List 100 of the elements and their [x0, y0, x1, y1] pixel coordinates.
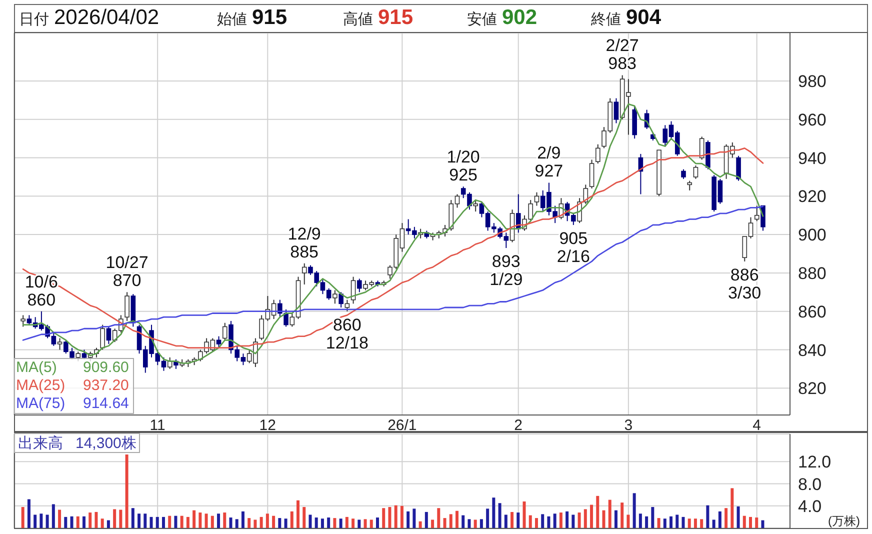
- bar: [663, 518, 666, 528]
- bar: [192, 510, 196, 528]
- bar: [352, 518, 355, 528]
- bar: [578, 512, 581, 528]
- bar: [339, 518, 342, 528]
- bar: [718, 511, 722, 528]
- bar: [376, 517, 379, 528]
- annotation: 893 1/29: [490, 252, 523, 289]
- bar: [94, 512, 98, 528]
- candlestick: [100, 324, 105, 350]
- bar: [278, 518, 282, 528]
- bar: [443, 518, 446, 528]
- bar: [572, 514, 575, 528]
- bar: [462, 515, 465, 528]
- bar: [553, 514, 556, 528]
- text: 日付 2026/04/02: [19, 6, 160, 29]
- bar: [400, 506, 404, 528]
- bar: [27, 499, 30, 528]
- bar: [431, 520, 434, 528]
- bar: [333, 518, 336, 528]
- bar: [186, 516, 190, 528]
- bar: [223, 512, 226, 528]
- annotation: 909.60: [83, 359, 129, 376]
- bar: [596, 496, 600, 528]
- bar: [480, 519, 483, 528]
- bar: [749, 516, 752, 528]
- y-tick-label: 12.0: [798, 452, 832, 472]
- bar: [584, 509, 587, 528]
- bar: [125, 454, 128, 528]
- bar: [388, 506, 392, 528]
- y-tick-label: 4.0: [798, 496, 822, 516]
- bar: [632, 493, 636, 528]
- annotation: 1/20 925: [446, 148, 480, 185]
- bar: [320, 518, 324, 528]
- candlestick: [534, 192, 540, 206]
- bar: [241, 511, 244, 528]
- bar: [449, 514, 452, 528]
- bar: [162, 516, 165, 528]
- annotation: 出来高 14,300株: [14, 433, 140, 453]
- x-tick-label: 12: [259, 417, 276, 434]
- x-tick-label: 3: [624, 417, 633, 434]
- bar: [522, 501, 526, 528]
- candlestick: [338, 292, 344, 308]
- bar: [156, 516, 159, 528]
- bar: [755, 517, 758, 528]
- y-tick-label: 980: [798, 72, 826, 92]
- candlestick: [167, 356, 172, 370]
- candlestick: [589, 159, 594, 189]
- bar: [70, 516, 74, 528]
- candlestick: [344, 299, 350, 312]
- bar: [418, 521, 422, 528]
- bar: [498, 503, 502, 528]
- bar: [248, 518, 251, 528]
- bar: [700, 519, 704, 528]
- candlestick: [57, 338, 62, 350]
- bar: [547, 516, 550, 528]
- annotation: 860 12/18: [326, 315, 368, 352]
- bar: [260, 516, 263, 528]
- candlestick: [736, 155, 741, 182]
- bar: [382, 508, 386, 528]
- bar: [88, 512, 92, 528]
- bar: [119, 510, 122, 528]
- annotation: 2/9 927: [534, 144, 564, 181]
- bar: [174, 516, 178, 528]
- bar: [608, 500, 612, 528]
- bar: [534, 518, 538, 528]
- bar: [590, 504, 594, 528]
- bar: [52, 504, 55, 528]
- text: 始値 915: [217, 6, 288, 29]
- bar: [235, 519, 238, 528]
- series-label: MA(5): [16, 359, 57, 376]
- bar: [694, 518, 697, 528]
- bar: [131, 508, 134, 528]
- bar: [370, 520, 373, 528]
- candlestick: [124, 292, 130, 322]
- bar: [676, 514, 679, 528]
- bar: [528, 515, 532, 528]
- text: MA(25): [16, 377, 66, 394]
- bar: [424, 512, 428, 528]
- bar: [168, 516, 172, 528]
- bar: [712, 520, 716, 528]
- annotation: 2/27 983: [606, 36, 639, 74]
- y-tick-label: 860: [798, 302, 826, 322]
- bar: [657, 518, 660, 528]
- bar: [40, 514, 43, 528]
- candlestick: [302, 262, 307, 285]
- bar: [327, 517, 330, 528]
- bar: [364, 519, 367, 528]
- bar: [100, 518, 104, 528]
- bar: [254, 520, 257, 528]
- bar: [730, 488, 734, 528]
- bar: [64, 516, 68, 528]
- bar: [180, 516, 184, 528]
- y-tick-label: 920: [798, 187, 826, 206]
- bar: [21, 506, 24, 528]
- bar: [229, 517, 232, 528]
- candlestick: [357, 278, 362, 293]
- bar: [217, 514, 220, 528]
- bar: [510, 512, 514, 528]
- y-tick-label: 940: [798, 148, 826, 168]
